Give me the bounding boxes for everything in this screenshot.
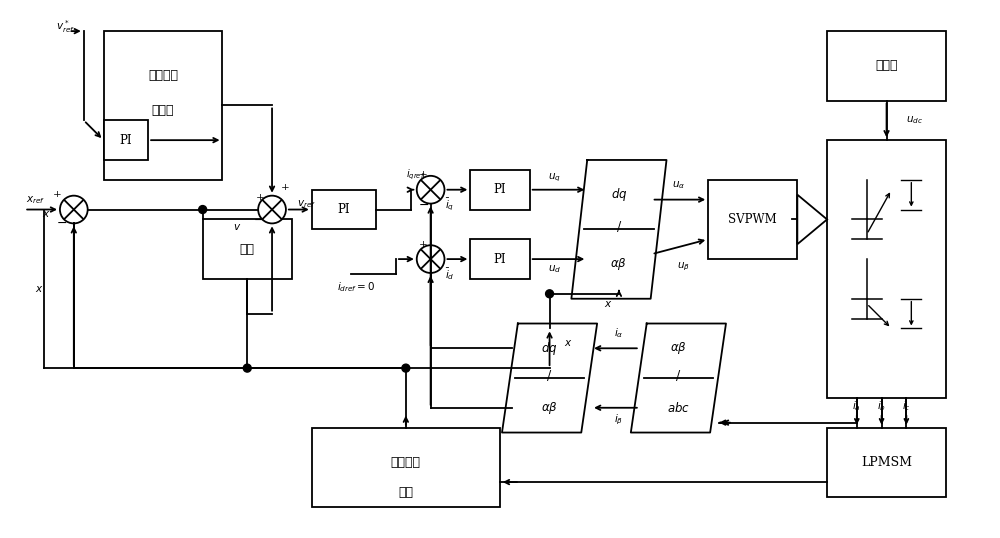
Circle shape: [258, 196, 286, 223]
Text: $v$: $v$: [233, 222, 241, 232]
Text: /: /: [617, 221, 621, 234]
Circle shape: [243, 364, 251, 372]
Text: $x$: $x$: [35, 284, 43, 294]
Bar: [104, 121, 148, 160]
Circle shape: [402, 364, 410, 372]
Text: $\alpha\beta$: $\alpha\beta$: [670, 341, 687, 356]
Text: +: +: [53, 190, 61, 199]
Circle shape: [417, 245, 444, 273]
Text: $x$: $x$: [42, 209, 50, 220]
Text: $v_{ref}$: $v_{ref}$: [297, 199, 316, 210]
Text: $u_q$: $u_q$: [548, 172, 561, 184]
Circle shape: [417, 176, 444, 203]
Text: $\bar{i}_q$: $\bar{i}_q$: [445, 196, 455, 213]
Text: $-$: $-$: [253, 213, 264, 226]
Bar: [203, 220, 292, 279]
Polygon shape: [571, 160, 667, 299]
Text: PI: PI: [494, 183, 506, 196]
Bar: [827, 140, 946, 398]
Text: 整流器: 整流器: [875, 59, 898, 72]
Text: $u_{\beta}$: $u_{\beta}$: [677, 261, 690, 273]
Text: +: +: [256, 193, 265, 202]
Text: $-$: $-$: [418, 198, 429, 211]
Text: $i_a$: $i_a$: [852, 399, 861, 413]
Text: $v^*_{ref}$: $v^*_{ref}$: [56, 18, 75, 34]
Bar: [827, 31, 946, 101]
Text: $u_d$: $u_d$: [548, 263, 561, 275]
Text: /: /: [547, 370, 552, 383]
Text: 新型重复: 新型重复: [148, 69, 178, 82]
Bar: [312, 190, 376, 229]
Text: $x_{ref}$: $x_{ref}$: [26, 194, 46, 206]
Text: 控制器: 控制器: [152, 104, 174, 117]
Text: /: /: [676, 370, 681, 383]
Polygon shape: [797, 195, 827, 244]
Text: $x$: $x$: [604, 299, 613, 309]
Text: $i_{\beta}$: $i_{\beta}$: [614, 413, 624, 427]
Text: $i_b$: $i_b$: [877, 399, 886, 413]
Polygon shape: [631, 323, 726, 433]
Text: +: +: [419, 240, 428, 249]
Text: +: +: [281, 183, 290, 192]
Text: 感器: 感器: [398, 485, 413, 499]
Circle shape: [199, 206, 207, 214]
Text: $\bar{i}_d$: $\bar{i}_d$: [445, 266, 455, 282]
Text: $i_{\alpha}$: $i_{\alpha}$: [614, 327, 624, 341]
Text: 无位置传: 无位置传: [391, 456, 421, 469]
Text: PI: PI: [494, 252, 506, 266]
Text: SVPWM: SVPWM: [728, 213, 777, 226]
Text: PI: PI: [120, 133, 132, 147]
Text: $u_{dc}$: $u_{dc}$: [906, 115, 923, 126]
Text: $x$: $x$: [564, 338, 573, 348]
Text: $u_{\alpha}$: $u_{\alpha}$: [672, 179, 685, 190]
Text: $i_{dref}=0$: $i_{dref}=0$: [337, 280, 375, 294]
Bar: [827, 428, 946, 497]
Text: $i_{qref}$: $i_{qref}$: [406, 168, 425, 182]
Text: $dq$: $dq$: [611, 186, 627, 203]
Text: +: +: [419, 171, 428, 179]
Circle shape: [546, 290, 554, 298]
Circle shape: [60, 196, 88, 223]
Text: LPMSM: LPMSM: [861, 456, 912, 469]
Text: 微分: 微分: [240, 243, 255, 256]
Text: $i_c$: $i_c$: [902, 399, 911, 413]
Bar: [104, 31, 222, 180]
Bar: [470, 170, 530, 209]
Text: $abc$: $abc$: [667, 401, 690, 415]
Text: PI: PI: [338, 203, 350, 216]
Bar: [708, 180, 797, 259]
Text: $\alpha\beta$: $\alpha\beta$: [541, 400, 558, 416]
Polygon shape: [502, 323, 597, 433]
Bar: [470, 239, 530, 279]
Text: $\alpha\beta$: $\alpha\beta$: [610, 256, 627, 272]
Text: $-$: $-$: [56, 216, 67, 229]
Text: $dq$: $dq$: [541, 340, 558, 357]
Bar: [312, 428, 500, 507]
